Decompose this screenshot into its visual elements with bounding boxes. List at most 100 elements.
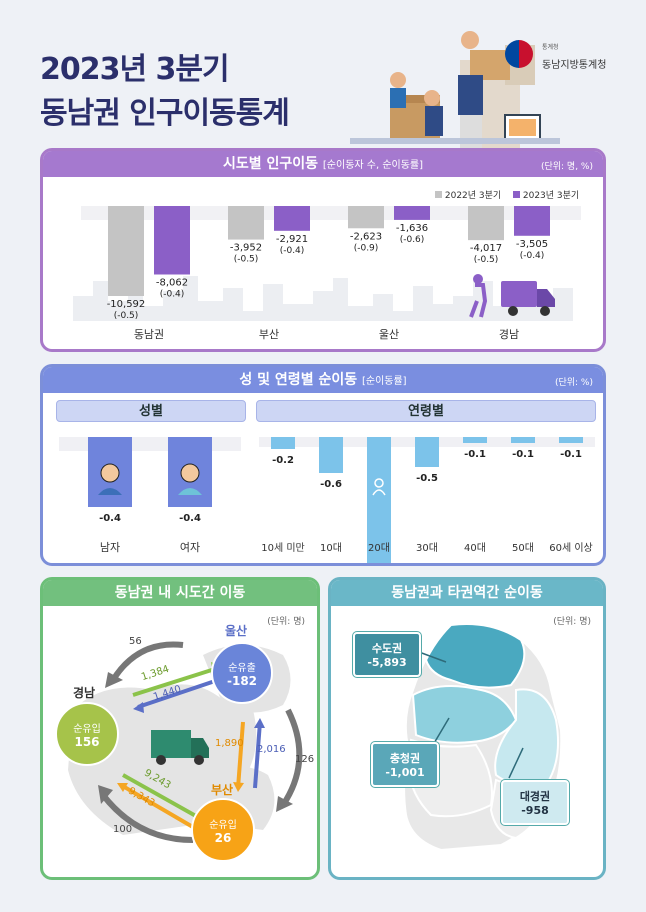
age-bar-0 [271, 437, 295, 449]
chart1-rate-1-0: (-0.5) [234, 255, 259, 265]
female-avatar-icon [180, 463, 200, 483]
busan-name: 부산 [211, 783, 234, 797]
chart1-rate-0-0: (-0.5) [114, 311, 139, 321]
age-subheader: 연령별 [256, 400, 596, 422]
section3-title: 동남권 내 시도간 이동 [114, 585, 246, 601]
gyeongnam-name: 경남 [73, 686, 96, 700]
legend-2023-swatch [513, 191, 520, 198]
chart1-value-3-0: -4,017 [470, 243, 502, 254]
section4-unit: (단위: 명) [553, 617, 591, 627]
capital-region-value: -5,893 [367, 656, 407, 669]
gyeongnam-circle: 순유입 156 [55, 702, 119, 766]
section-regional-migration: 시도별 인구이동 [순이동자 수, 순이동률] (단위: 명, %) 2022년… [40, 148, 606, 352]
age-value-5: -0.1 [512, 449, 534, 460]
sex-value-1: -0.4 [179, 513, 201, 524]
daegyeong-callout: 대경권 -958 [501, 780, 569, 825]
korea-map [403, 623, 563, 852]
ulsan-name: 울산 [225, 624, 248, 638]
chart1-rate-0-1: (-0.4) [160, 290, 185, 300]
busan-value: 26 [214, 830, 232, 845]
age-category-3: 30대 [416, 542, 438, 554]
chart1-bar-0-0 [108, 206, 144, 296]
busan-circle: 순유입 26 [191, 798, 255, 862]
sex-category-1: 여자 [180, 541, 200, 554]
age-value-4: -0.1 [464, 449, 486, 460]
legend-2022-swatch [435, 191, 442, 198]
flow-g-to-u-outer: 56 [129, 636, 142, 647]
ulsan-circle: 순유출 -182 [211, 642, 273, 704]
chungcheong-callout: 충청권 -1,001 [371, 742, 439, 787]
chart1-value-1-0: -3,952 [230, 243, 262, 254]
capital-region-callout: 수도권 -5,893 [353, 632, 421, 677]
chart1-bar-3-0 [468, 206, 504, 241]
daegyeong-name: 대경권 [519, 790, 551, 803]
age-category-2: 20대 [368, 542, 390, 554]
avatar-body-0 [98, 488, 122, 495]
chart1-rate-3-0: (-0.5) [474, 255, 499, 265]
ulsan-value: -182 [226, 673, 258, 688]
legend-2023-label: 2023년 3분기 [522, 191, 580, 201]
flow-b-to-g-outer: 100 [113, 824, 133, 835]
chart1-category-2: 울산 [379, 328, 399, 341]
chart1-bar-1-0 [228, 206, 264, 240]
sex-subheader: 성별 [56, 400, 246, 422]
gyeongnam-value: 156 [74, 734, 100, 749]
male-avatar-icon [100, 463, 120, 483]
capital-region-name: 수도권 [371, 642, 403, 655]
age-category-0: 10세 미만 [261, 542, 305, 554]
chart1-value-0-1: -8,062 [156, 278, 188, 289]
truck-icon [469, 274, 555, 318]
flow-u-to-b-outer: 126 [295, 754, 315, 765]
daegyeong-value: -958 [521, 804, 549, 817]
chart1-value-2-0: -2,623 [350, 231, 382, 242]
age-category-6: 60세 이상 [549, 542, 593, 554]
legend-2022-label: 2022년 3분기 [444, 191, 502, 201]
gyeongnam-label: 순유입 [73, 723, 101, 735]
chart1-header-band [81, 206, 581, 220]
person-icon [374, 478, 384, 488]
age-category-1: 10대 [320, 542, 342, 554]
section4-header: 동남권과 타권역간 순이동 [331, 580, 603, 606]
age-value-1: -0.6 [320, 479, 342, 490]
section-intra-region-migration: 동남권 내 시도간 이동 (단위: 명) 울산 순유출 - [40, 577, 320, 880]
section3-header: 동남권 내 시도간 이동 [43, 580, 317, 606]
age-value-0: -0.2 [272, 455, 294, 466]
flow-u-to-b: 2,016 [257, 744, 286, 755]
chart1-value-0-0: -10,592 [107, 299, 146, 310]
sex-category-0: 남자 [100, 541, 120, 554]
government-logo-icon [505, 40, 533, 68]
chart1-category-3: 경남 [499, 328, 519, 341]
section2-header: 성 및 연령별 순이동 [순이동률] [43, 367, 603, 393]
city-skyline-background [73, 276, 573, 321]
section3-unit: (단위: 명) [267, 617, 305, 627]
legend-2023: 2023년 3분기 [513, 188, 579, 201]
age-bar-5 [511, 437, 535, 443]
chart1-category-1: 부산 [259, 328, 279, 341]
chart1-value-2-1: -1,636 [396, 223, 428, 234]
chart1-value-3-1: -3,505 [516, 239, 548, 250]
page-title-line2: 동남권 인구이동통계 [40, 96, 290, 131]
age-bar-6 [559, 437, 583, 443]
age-value-6: -0.1 [560, 449, 582, 460]
chungcheong-value: -1,001 [385, 766, 425, 779]
busan-label: 순유입 [209, 819, 237, 831]
page-title-line1: 2023년 3분기 [40, 52, 230, 87]
chart1-bar-2-0 [348, 206, 384, 229]
age-bar-4 [463, 437, 487, 443]
section-inter-region-migration: 동남권과 타권역간 순이동 (단위: 명) 수도권 -5,893 충청권 -1,… [328, 577, 606, 880]
section1-unit: (단위: 명, %) [540, 162, 593, 172]
chungcheong-name: 충청권 [389, 752, 421, 765]
chart1-bar-3-1 [514, 206, 550, 236]
logo-big-text: 동남지방통계청 [542, 60, 607, 71]
chart1-rate-2-0: (-0.9) [354, 243, 379, 253]
chart1-rate-1-1: (-0.4) [280, 246, 305, 256]
section-sex-age-migration: 성 및 연령별 순이동 [순이동률] (단위: %) 성별 연령별 -0.4 남자… [40, 364, 606, 566]
sex-header-band [59, 437, 241, 451]
age-value-3: -0.5 [416, 473, 438, 484]
chart1-rate-2-1: (-0.6) [400, 235, 425, 245]
logo-small-text: 통계청 [542, 44, 559, 51]
chart1-bar-1-1 [274, 206, 310, 231]
section2-title: 성 및 연령별 순이동 [239, 372, 358, 388]
chart1-bar-0-1 [154, 206, 190, 275]
